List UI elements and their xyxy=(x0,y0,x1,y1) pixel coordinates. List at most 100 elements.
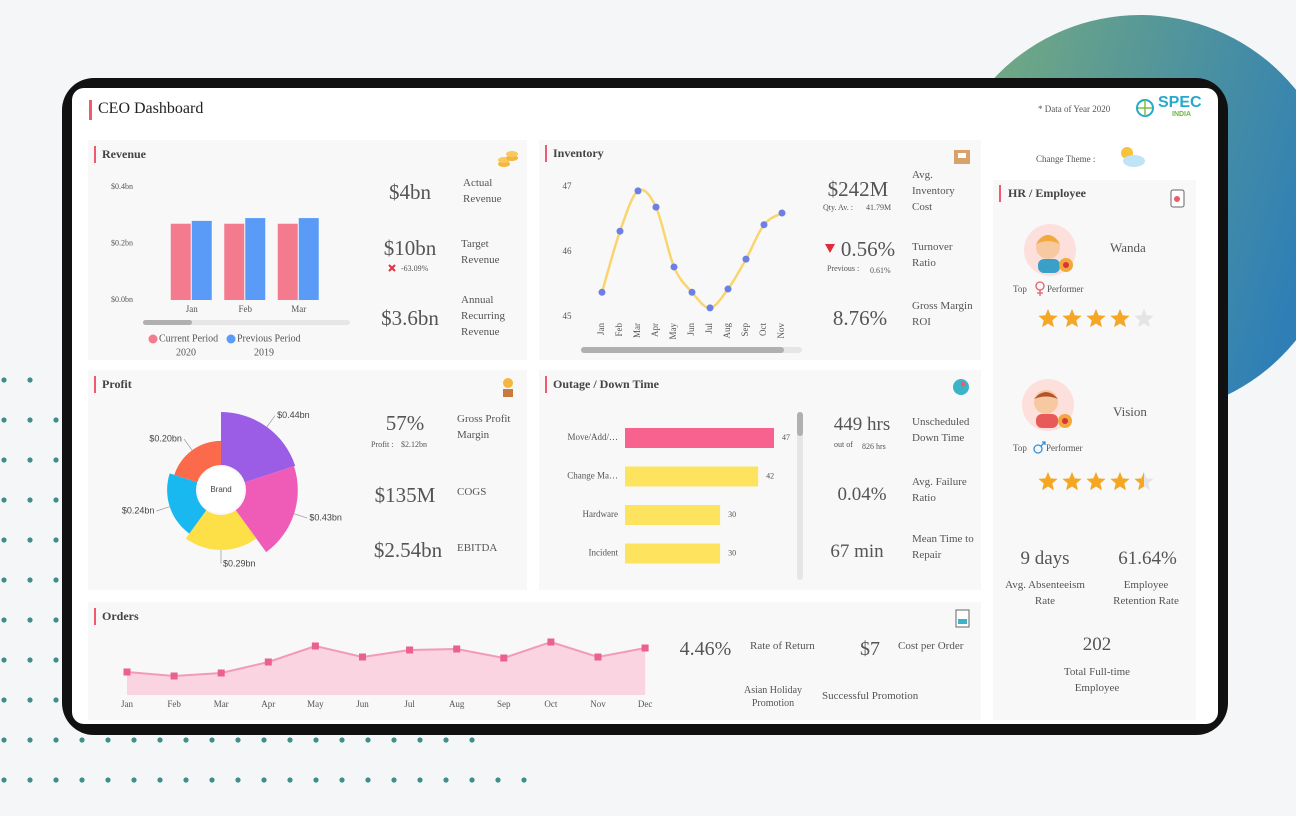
avatar xyxy=(1022,379,1074,431)
decor-dot xyxy=(27,497,33,503)
star-rating xyxy=(1038,472,1154,491)
pie-slice xyxy=(185,510,257,550)
marker xyxy=(217,669,225,677)
panel-title: HR / Employee xyxy=(1008,186,1086,200)
decor-dot xyxy=(287,777,293,783)
decor-dot xyxy=(1,377,7,383)
star-filled xyxy=(1038,309,1058,328)
decor-dot xyxy=(313,777,319,783)
employee-top: Top xyxy=(1013,443,1027,453)
decor-dot xyxy=(365,777,371,783)
decor-dot xyxy=(79,737,85,743)
x-tick-label: Feb xyxy=(614,323,624,337)
decor-dot xyxy=(157,777,163,783)
x-tick-label: Nov xyxy=(776,323,786,339)
bar xyxy=(625,543,721,564)
decor-dot xyxy=(339,777,345,783)
x-tick-label: Nov xyxy=(590,699,606,709)
y-tick-label: $0.2bn xyxy=(111,238,133,247)
decor-dot xyxy=(469,777,475,783)
decor-dot xyxy=(235,777,241,783)
y-tick-label: $0.0bn xyxy=(111,295,133,304)
x-tick-label: Oct xyxy=(544,699,557,709)
legend-period: 2019 xyxy=(254,347,274,358)
kpi-value: $7 xyxy=(860,638,880,660)
profit-panel xyxy=(88,370,527,590)
decor-dot xyxy=(105,737,111,743)
decor-dot xyxy=(391,777,397,783)
data-label: $0.24bn xyxy=(122,505,155,515)
x-tick-label: Jan xyxy=(186,304,198,314)
marker xyxy=(652,203,660,211)
pie-slice xyxy=(221,412,296,483)
kpi-label: Annual Recurring Revenue xyxy=(461,294,505,338)
legend-label: Current Period xyxy=(159,333,218,344)
kpi-label: Gross Margin ROI xyxy=(912,300,973,328)
star-filled xyxy=(1086,472,1106,491)
x-tick-label: Apr xyxy=(650,323,660,337)
decor-dot xyxy=(443,737,449,743)
badge-icon xyxy=(1170,189,1185,208)
marker xyxy=(594,653,602,661)
hr-stat-label: Employee Retention Rate xyxy=(1113,579,1179,607)
x-tick-label: Aug xyxy=(722,323,732,339)
marker xyxy=(760,221,768,229)
kpi-label: Mean Time to Repair xyxy=(912,533,974,561)
decor-dot xyxy=(27,417,33,423)
bar xyxy=(191,220,212,300)
promotion-label: Asian Holiday Promotion xyxy=(743,685,803,709)
panel-title: Orders xyxy=(102,609,139,623)
kpi-change: -63.09% xyxy=(401,264,429,273)
kpi-label: EBITDA xyxy=(457,542,498,554)
x-tick-label: Mar xyxy=(214,699,229,709)
y-tick-label: Move/Add/… xyxy=(568,432,619,442)
theme-toggle[interactable] xyxy=(1121,147,1145,167)
bar xyxy=(224,223,245,300)
scrollbar-track[interactable] xyxy=(797,412,803,580)
kpi-value: $135M xyxy=(374,483,436,507)
kpi-label: Rate of Return xyxy=(750,640,815,652)
decor-dot xyxy=(27,617,33,623)
x-tick-label: Mar xyxy=(291,304,306,314)
label-leader xyxy=(293,513,308,519)
charts: $0.0bn $0.2bn $0.4bn Jan Feb Mar Current Perio… xyxy=(111,181,1154,709)
scrollbar-thumb[interactable] xyxy=(581,347,784,353)
decor-dot xyxy=(1,497,7,503)
decor-dot xyxy=(53,697,59,703)
logo-text: SPEC xyxy=(1158,94,1202,111)
panel-accent xyxy=(94,146,96,163)
panel-accent xyxy=(545,376,547,393)
scrollbar-thumb[interactable] xyxy=(797,412,803,436)
kpi-label: Unscheduled Down Time xyxy=(912,416,970,444)
scrollbar-track[interactable] xyxy=(143,320,350,325)
data-year-note: * Data of Year 2020 xyxy=(1038,104,1111,114)
pie-slice xyxy=(235,466,298,553)
down-arrow xyxy=(825,244,835,253)
scrollbar-thumb[interactable] xyxy=(143,320,192,325)
marker xyxy=(641,644,649,652)
star-filled xyxy=(1038,472,1058,491)
legend-period: 2020 xyxy=(176,347,196,358)
kpi-label: Turnover Ratio xyxy=(912,241,953,269)
decor-dot xyxy=(79,777,85,783)
panel-accent xyxy=(545,145,547,162)
kpi-sub-value: 826 hrs xyxy=(862,442,886,451)
decor-dot xyxy=(261,777,267,783)
marker xyxy=(170,672,178,680)
decor-dot xyxy=(27,697,33,703)
x-tick-label: Sep xyxy=(740,323,750,337)
decor-dot xyxy=(417,777,423,783)
kpi-value: $2.54bn xyxy=(373,538,443,562)
logo-globe-lines xyxy=(1138,100,1152,116)
kpi-value: 0.04% xyxy=(837,484,887,505)
hr-stat-label: Avg. Absenteeism Rate xyxy=(1005,579,1085,607)
line xyxy=(126,640,646,678)
kpi-value: $242M xyxy=(827,177,889,201)
kpi-value: 449 hrs xyxy=(833,414,891,435)
kpi-sub-value: 41.79M xyxy=(866,203,892,212)
decor-dot xyxy=(53,537,59,543)
decor-dot xyxy=(391,737,397,743)
bar xyxy=(625,466,759,487)
marker xyxy=(500,654,508,662)
